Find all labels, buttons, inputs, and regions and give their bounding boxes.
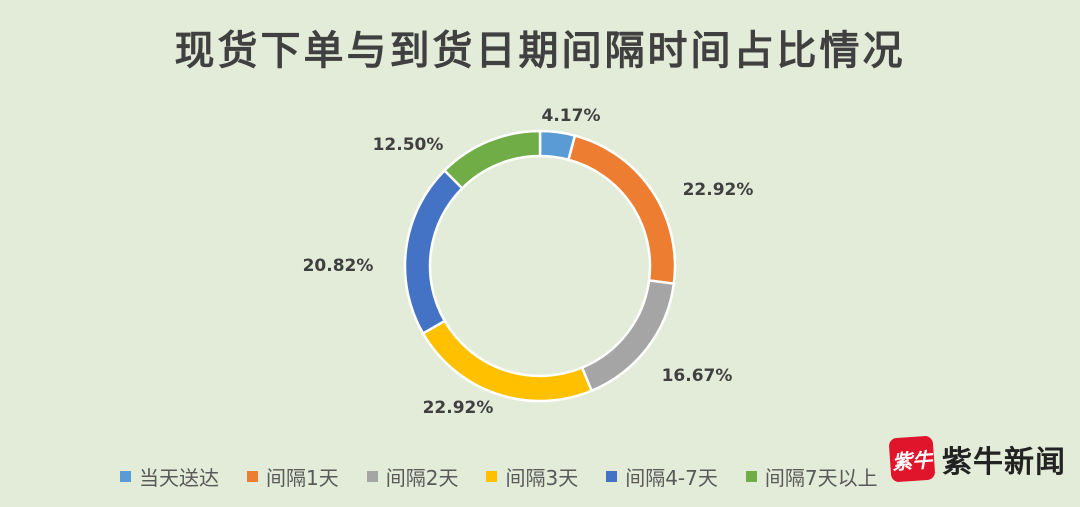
legend-label: 当天送达 (139, 465, 219, 490)
watermark-text: 紫牛新闻 (942, 445, 1066, 480)
donut-slice (403, 168, 464, 336)
watermark-logo: 紫牛 紫牛新闻 (888, 435, 1066, 483)
donut-slice (566, 134, 677, 286)
watermark-badge: 紫牛 (888, 435, 936, 483)
legend-label: 间隔3天 (505, 465, 579, 490)
slice-data-label: 20.82% (303, 256, 374, 276)
legend-item: 间隔4-7天 (606, 462, 718, 491)
legend-swatch (745, 470, 757, 482)
legend-swatch (366, 470, 378, 482)
chart-legend: 当天送达 间隔1天 间隔2天 间隔3天 间隔4-7天 间隔7天以上 (120, 462, 906, 491)
legend-item: 间隔7天以上 (745, 462, 878, 491)
legend-label: 间隔7天以上 (764, 465, 878, 490)
legend-label: 间隔4-7天 (625, 465, 718, 490)
legend-item: 间隔2天 (366, 462, 459, 491)
legend-swatch (486, 470, 498, 482)
donut-slice (421, 319, 594, 403)
slice-data-label: 16.67% (662, 366, 733, 386)
legend-item: 间隔3天 (486, 462, 578, 491)
slice-data-label: 22.92% (683, 180, 754, 200)
legend-swatch (606, 470, 618, 482)
donut-slice (580, 279, 676, 393)
slice-data-label: 22.92% (423, 398, 494, 418)
legend-swatch (120, 470, 131, 482)
legend-item: 间隔1天 (247, 462, 339, 491)
legend-item: 当天送达 (120, 462, 219, 491)
donut-slice (442, 129, 542, 190)
slice-data-label: 12.50% (373, 135, 444, 155)
chart-title: 现货下单与到货日期间隔时间占比情况 (174, 28, 906, 74)
legend-swatch (247, 470, 258, 482)
legend-label: 间隔2天 (385, 465, 459, 490)
slice-data-label: 4.17% (542, 106, 601, 126)
legend-label: 间隔1天 (266, 465, 339, 490)
